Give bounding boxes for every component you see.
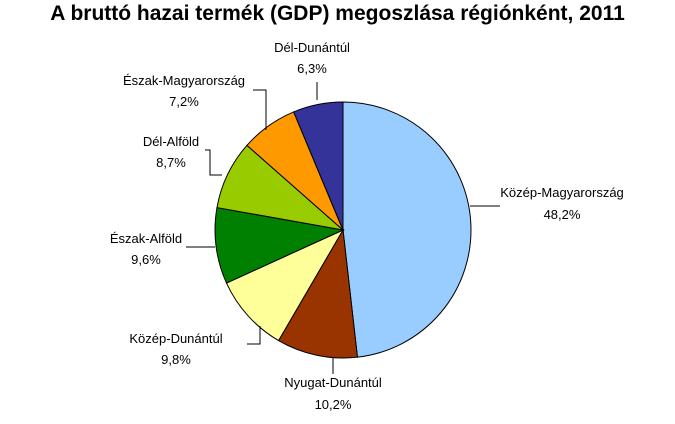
slice-value-label: 8,7% [156, 155, 186, 170]
slice-value-label: 48,2% [544, 207, 581, 222]
slice-value-label: 10,2% [315, 397, 352, 412]
slice-name-label: Dél-Alföld [143, 134, 199, 149]
slice-name-label: Észak-Magyarország [123, 73, 245, 88]
slice-value-label: 6,3% [297, 61, 327, 76]
slice-name-label: Észak-Alföld [110, 231, 182, 246]
pie-slice [225, 228, 345, 342]
slice-labels: Közép-Magyarország 48,2% Nyugat-Dunántúl 10… [110, 40, 624, 412]
chart-title: A bruttó hazai termék (GDP) megoszlása r… [50, 2, 625, 25]
pie-slice [292, 101, 344, 231]
pie-slice [342, 101, 472, 358]
slice-name-label: Közép-Dunántúl [129, 331, 222, 346]
slice-value-label: 9,8% [161, 352, 191, 367]
slice-name-label: Dél-Dunántúl [274, 40, 350, 55]
slice-name-label: Nyugat-Dunántúl [284, 375, 382, 390]
slice-value-label: 7,2% [169, 94, 199, 109]
slice-name-label: Közép-Magyarország [500, 185, 624, 200]
leader-line [205, 149, 222, 176]
pie-slice [277, 228, 359, 359]
leader-lines [186, 82, 500, 374]
slice-value-label: 9,6% [131, 252, 161, 267]
pie-slice [214, 207, 345, 284]
leader-line [253, 89, 267, 130]
pie-slices [214, 101, 472, 359]
leader-line [247, 326, 261, 345]
